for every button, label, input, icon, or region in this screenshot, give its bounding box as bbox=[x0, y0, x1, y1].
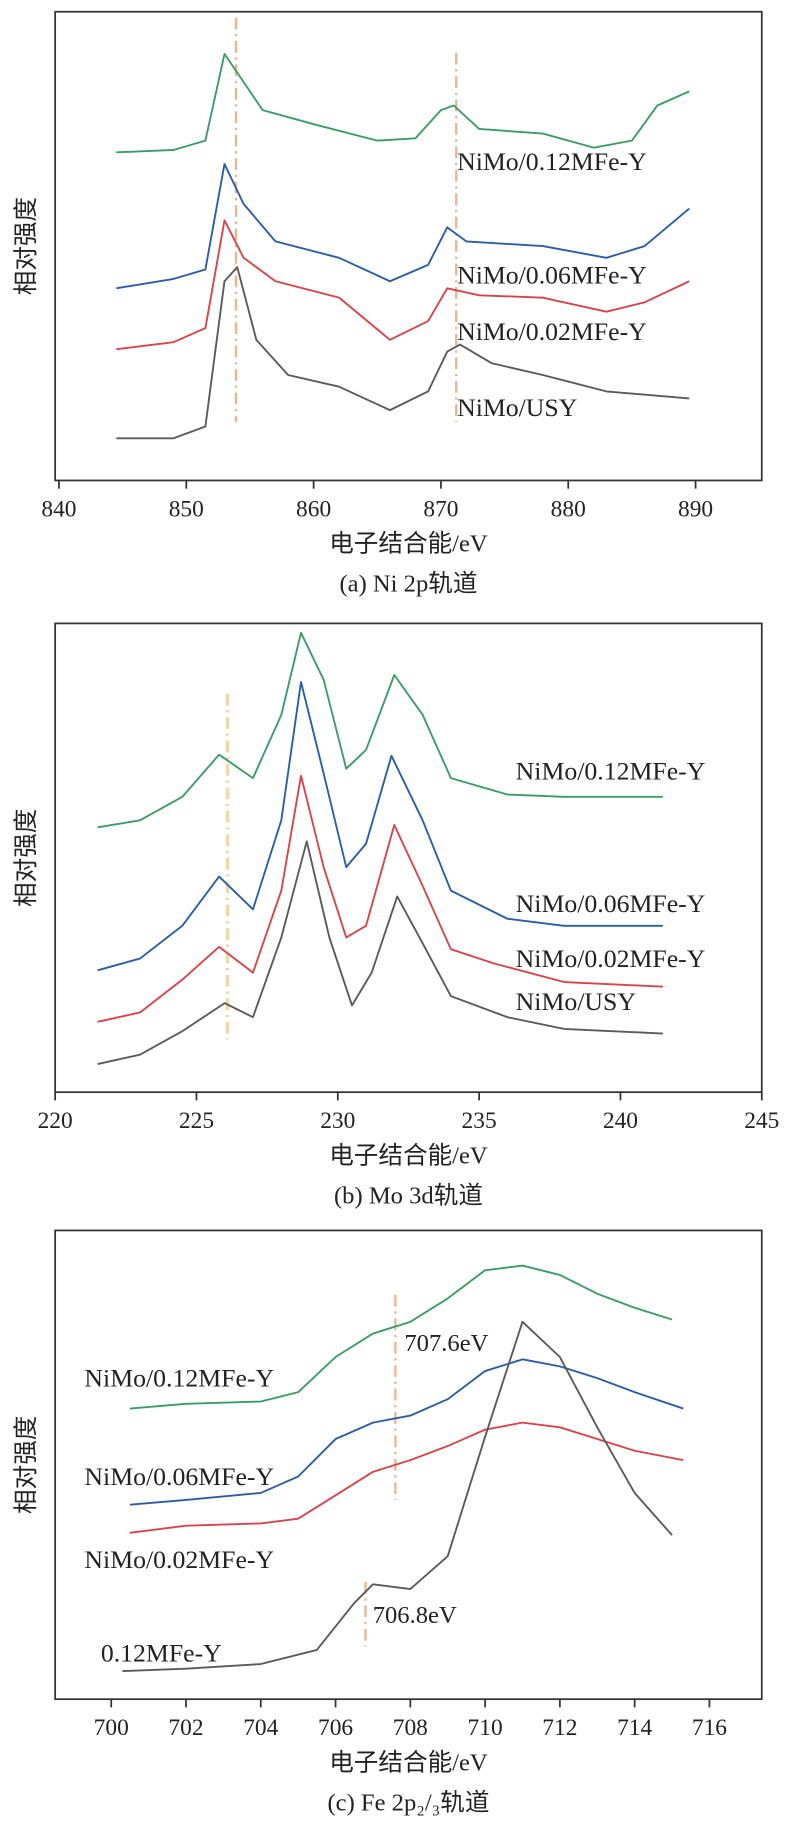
x-tick-label: 706 bbox=[318, 1715, 353, 1741]
series-label: NiMo/0.12MFe-Y bbox=[516, 756, 706, 785]
y-axis-label: 相对强度 bbox=[12, 809, 40, 907]
x-tick-label: 702 bbox=[168, 1715, 203, 1741]
series-label: 0.12MFe-Y bbox=[101, 1639, 222, 1668]
series-label: NiMo/0.02MFe-Y bbox=[457, 317, 647, 346]
x-tick-label: 700 bbox=[94, 1715, 129, 1741]
x-tick-label: 704 bbox=[243, 1715, 278, 1741]
series-label: NiMo/USY bbox=[516, 987, 636, 1016]
x-axis-label: 电子结合能/eV bbox=[329, 530, 488, 558]
series-line bbox=[129, 1421, 684, 1534]
series-label: NiMo/0.12MFe-Y bbox=[457, 147, 647, 176]
x-tick-label: 235 bbox=[462, 1108, 497, 1134]
series-line bbox=[97, 840, 663, 1065]
x-tick-label: 220 bbox=[38, 1108, 73, 1134]
x-axis-label: 电子结合能/eV bbox=[329, 1141, 488, 1169]
series-line bbox=[116, 219, 690, 351]
plot-frame bbox=[54, 1229, 763, 1701]
series-label: NiMo/0.06MFe-Y bbox=[457, 261, 647, 290]
series-line bbox=[129, 1358, 684, 1506]
x-tick-label: 880 bbox=[551, 496, 586, 522]
series-label: NiMo/0.12MFe-Y bbox=[84, 1363, 274, 1392]
x-axis-label: 电子结合能/eV bbox=[329, 1748, 488, 1776]
series-line bbox=[97, 774, 663, 1023]
x-tick-label: 245 bbox=[744, 1108, 779, 1134]
series-label: NiMo/USY bbox=[457, 393, 577, 422]
series-line bbox=[116, 163, 690, 290]
x-tick-label: 850 bbox=[169, 496, 204, 522]
caption: (a) Ni 2p轨道 bbox=[339, 570, 477, 598]
series-label: NiMo/0.02MFe-Y bbox=[84, 1545, 274, 1574]
series-label: NiMo/0.02MFe-Y bbox=[516, 944, 706, 973]
series-line bbox=[116, 52, 690, 154]
y-axis-label: 相对强度 bbox=[12, 1416, 40, 1514]
x-tick-label: 890 bbox=[678, 496, 713, 522]
caption: (b) Mo 3d轨道 bbox=[334, 1181, 483, 1209]
caption: (c) Fe 2p₂/₃轨道 bbox=[327, 1788, 489, 1816]
series-line bbox=[129, 1264, 673, 1410]
plot-frame bbox=[54, 10, 763, 482]
series-line bbox=[122, 1320, 673, 1672]
x-tick-label: 840 bbox=[41, 496, 76, 522]
x-tick-label: 225 bbox=[179, 1108, 214, 1134]
x-tick-label: 230 bbox=[320, 1108, 355, 1134]
x-tick-label: 860 bbox=[296, 496, 331, 522]
series-line bbox=[97, 631, 663, 829]
plot-frame bbox=[54, 622, 763, 1094]
x-tick-label: 870 bbox=[423, 496, 458, 522]
x-tick-label: 716 bbox=[692, 1715, 727, 1741]
x-tick-label: 710 bbox=[468, 1715, 503, 1741]
series-line bbox=[97, 681, 663, 972]
x-tick-label: 712 bbox=[542, 1715, 577, 1741]
reference-label: 707.6eV bbox=[404, 1330, 488, 1357]
x-tick-label: 240 bbox=[603, 1108, 638, 1134]
x-tick-label: 714 bbox=[617, 1715, 652, 1741]
reference-label: 706.8eV bbox=[373, 1602, 457, 1629]
y-axis-label: 相对强度 bbox=[12, 197, 40, 295]
series-label: NiMo/0.06MFe-Y bbox=[516, 889, 706, 918]
series-line bbox=[116, 266, 690, 440]
series-label: NiMo/0.06MFe-Y bbox=[84, 1462, 274, 1491]
x-tick-label: 708 bbox=[393, 1715, 428, 1741]
